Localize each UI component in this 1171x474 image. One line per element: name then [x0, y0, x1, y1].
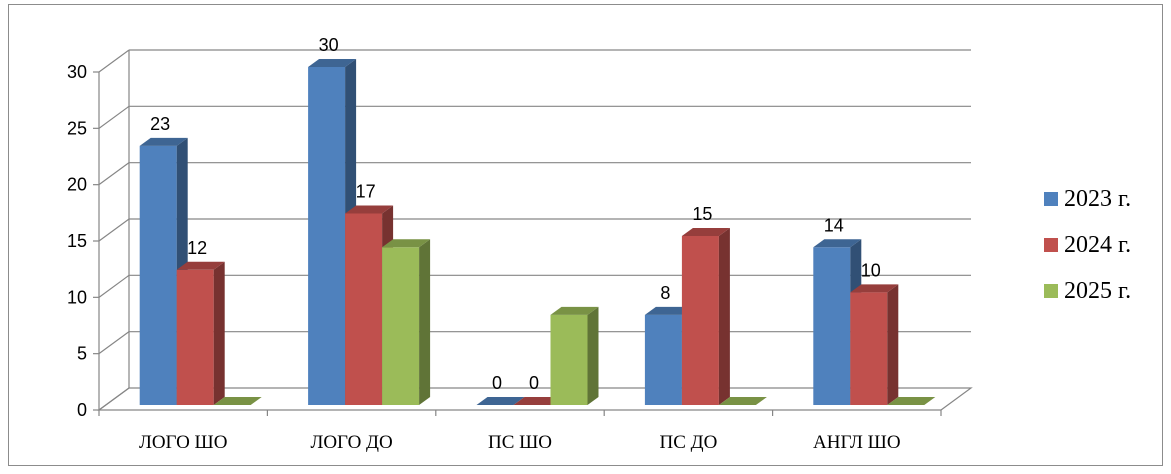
bar-top [139, 137, 188, 146]
bar-top [176, 261, 225, 270]
gridline-slant [98, 387, 130, 411]
gridline-slant [98, 331, 130, 355]
bar-top [382, 239, 431, 248]
bar [887, 397, 936, 405]
data-labels: 23 12 30 17 0 0 8 15 14 10 [150, 35, 881, 393]
x-tick-label: ПС ШО [488, 432, 552, 453]
bar [476, 397, 525, 405]
x-tick-label: ЛОГО ДО [310, 432, 392, 453]
bar [850, 284, 899, 405]
x-tick-label: АНГЛ ШО [813, 432, 901, 453]
y-tick-label: 25 [67, 118, 87, 138]
data-label: 8 [660, 283, 670, 303]
bar-side [718, 228, 730, 405]
x-tick-label: ПС ДО [659, 432, 717, 453]
bar-top [681, 228, 730, 236]
bar-top [308, 59, 357, 67]
bar-front [382, 247, 420, 405]
gridline-slant [98, 105, 130, 129]
bar-top [476, 397, 525, 405]
legend-label: 2024 г. [1064, 232, 1131, 258]
bar-top [513, 397, 562, 405]
legend: 2023 г. 2024 г. 2025 г. [1044, 186, 1131, 304]
legend-swatch [1044, 238, 1058, 252]
bar [382, 239, 431, 405]
y-axis: 0 5 10 15 20 25 30 [67, 62, 100, 420]
bar-top [644, 306, 693, 315]
bar-top [718, 397, 767, 405]
bar-front [850, 292, 888, 405]
legend-swatch [1044, 284, 1058, 298]
data-label: 12 [187, 238, 207, 258]
bar-top [887, 397, 936, 405]
legend-swatch [1044, 192, 1058, 206]
bar-top [850, 284, 899, 293]
data-label: 14 [824, 215, 844, 235]
data-label: 23 [150, 114, 170, 134]
x-tick-label: ЛОГО ШО [139, 432, 227, 453]
bar-front [345, 213, 383, 405]
bar-side [587, 306, 599, 405]
bar-front [644, 314, 682, 405]
data-label: 0 [529, 373, 539, 393]
y-tick-label: 10 [67, 287, 87, 307]
bar-front [176, 269, 214, 405]
data-label: 15 [692, 204, 712, 224]
y-tick-label: 30 [67, 62, 87, 82]
y-tick-label: 20 [67, 175, 87, 195]
gridline-slant [98, 162, 130, 186]
bar [550, 306, 599, 405]
x-axis: ЛОГО ШО ЛОГО ДО ПС ШО ПС ДО АНГЛ ШО [98, 410, 942, 453]
bar [813, 239, 862, 405]
bar-side [419, 239, 431, 405]
bar-front [308, 67, 346, 405]
bar [681, 228, 730, 405]
data-label: 0 [492, 373, 502, 393]
bar-front [139, 145, 177, 405]
data-label: 30 [319, 35, 339, 55]
legend-label: 2023 г. [1064, 186, 1131, 212]
bar-front [550, 314, 588, 405]
bar [176, 261, 225, 405]
bar [213, 397, 262, 405]
bar-top [550, 306, 599, 315]
y-tick-label: 15 [67, 231, 87, 251]
y-tick-label: 0 [77, 400, 87, 420]
bar [718, 397, 767, 405]
bar-side [887, 284, 899, 405]
legend-label: 2025 г. [1064, 278, 1131, 304]
bar-front [681, 236, 719, 405]
bar-top [813, 239, 862, 248]
bar-top [345, 205, 394, 214]
data-label: 10 [861, 260, 881, 280]
bar-top [213, 397, 262, 405]
gridline-slant [98, 274, 130, 298]
bar-side [213, 261, 225, 405]
gridline-slant [98, 49, 130, 73]
gridline-slant [98, 218, 130, 242]
bar-front [813, 247, 851, 405]
data-label: 17 [356, 181, 376, 201]
bars [139, 59, 936, 405]
y-tick-label: 5 [77, 344, 87, 364]
bar [513, 397, 562, 405]
